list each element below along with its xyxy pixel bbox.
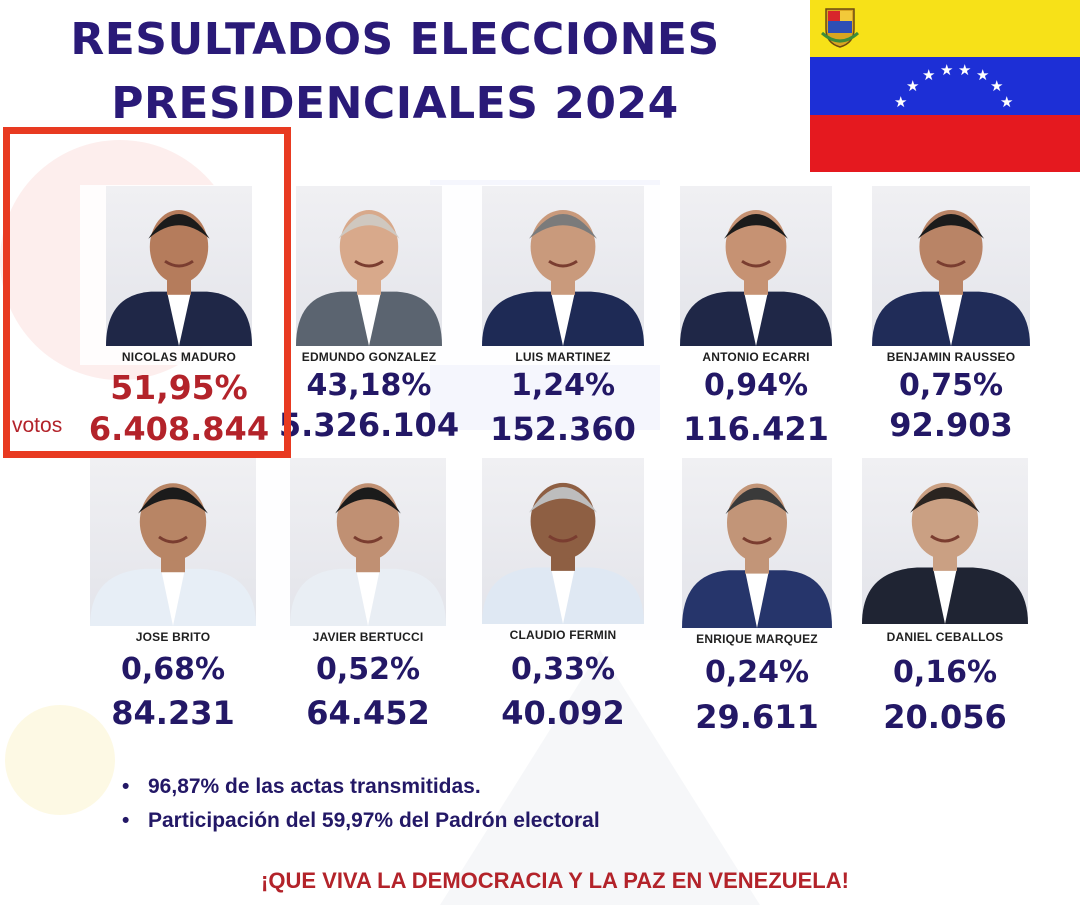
flag-star-icon: ★ [940, 61, 954, 79]
candidate-photo [482, 458, 644, 624]
candidate-votes: 64.452 [306, 694, 430, 732]
portrait-icon [90, 483, 256, 626]
candidate-name: NICOLAS MADURO [121, 350, 237, 364]
notes-list: • 96,87% de las actas transmitidas. • Part… [122, 770, 600, 838]
candidate-votes: 6.408.844 [88, 410, 270, 448]
flag-star-icon: ★ [922, 66, 936, 84]
candidate-percent: 0,52% [315, 652, 421, 687]
portrait-icon [106, 210, 252, 346]
flag-star-icon: ★ [958, 61, 972, 79]
candidate-photo [872, 186, 1030, 346]
candidate-name: CLAUDIO FERMIN [509, 628, 617, 642]
slogan: ¡QUE VIVA LA DEMOCRACIA Y LA PAZ EN VENE… [261, 868, 849, 893]
candidate-photo [482, 186, 644, 346]
portrait-icon [862, 482, 1028, 624]
candidate-photo [682, 458, 832, 628]
candidate-percent: 51,95% [110, 368, 248, 407]
candidate-votes: 40.092 [501, 694, 625, 732]
candidate-votes: 92.903 [889, 406, 1013, 444]
flag-star-icon: ★ [990, 77, 1004, 95]
bullet-icon: • [122, 809, 130, 832]
candidate-photo [106, 186, 252, 346]
candidate-name: DANIEL CEBALLOS [886, 630, 1004, 644]
flag-star-icon: ★ [1000, 93, 1014, 111]
flag-star-icon: ★ [894, 93, 908, 111]
bullet-icon: • [122, 775, 130, 798]
candidate-name: EDMUNDO GONZALEZ [301, 350, 437, 364]
flag-star-icon: ★ [906, 77, 920, 95]
page-title: RESULTADOS ELECCIONES PRESIDENCIALES 202… [30, 8, 760, 136]
portrait-icon [482, 210, 644, 346]
candidate-photo [290, 458, 446, 626]
note-item: • 96,87% de las actas transmitidas. [122, 770, 600, 804]
candidate-photo [862, 458, 1028, 624]
portrait-icon [682, 483, 832, 628]
portrait-icon [290, 483, 446, 626]
candidate-percent: 0,16% [892, 655, 998, 690]
candidate-percent: 0,33% [510, 652, 616, 687]
candidate-percent: 0,94% [703, 368, 809, 403]
note-item: • Participación del 59,97% del Padrón ele… [122, 804, 600, 838]
candidate-votes: 116.421 [683, 410, 829, 448]
candidate-photo [680, 186, 832, 346]
candidate-votes: 20.056 [883, 698, 1007, 736]
candidate-name: JOSE BRITO [135, 630, 211, 644]
candidate-votes: 84.231 [111, 694, 235, 732]
candidate-name: LUIS MARTINEZ [515, 350, 611, 364]
coat-of-arms-icon [821, 8, 859, 48]
candidate-votes: 29.611 [695, 698, 819, 736]
candidate-name: ANTONIO ECARRI [702, 350, 810, 364]
note-text: Participación del 59,97% del Padrón elec… [148, 809, 600, 832]
portrait-icon [482, 482, 644, 624]
candidate-name: ENRIQUE MARQUEZ [696, 632, 818, 646]
candidate-votes: 152.360 [490, 410, 636, 448]
candidate-percent: 0,24% [704, 655, 810, 690]
portrait-icon [296, 210, 442, 346]
candidate-votes: 5.326.104 [278, 406, 460, 444]
candidate-percent: 0,75% [898, 368, 1004, 403]
venezuela-flag: ★ ★ ★ ★ ★ ★ ★ ★ [810, 0, 1080, 172]
candidate-percent: 43,18% [306, 368, 432, 403]
candidate-name: JAVIER BERTUCCI [312, 630, 424, 644]
candidate-percent: 0,68% [120, 652, 226, 687]
winner-highlight-box [3, 127, 291, 458]
flag-stripe-red [810, 115, 1080, 172]
title-line-2: PRESIDENCIALES 2024 [111, 78, 679, 129]
candidate-name: BENJAMIN RAUSSEO [886, 350, 1016, 364]
flag-star-icon: ★ [976, 66, 990, 84]
candidate-percent: 1,24% [510, 368, 616, 403]
votes-label: votos [12, 414, 63, 437]
flag-stripe-yellow [810, 0, 1080, 57]
title-line-1: RESULTADOS ELECCIONES [70, 14, 720, 65]
portrait-icon [872, 210, 1030, 346]
flag-stripe-blue [810, 57, 1080, 115]
portrait-icon [680, 210, 832, 346]
candidate-photo [296, 186, 442, 346]
note-text: 96,87% de las actas transmitidas. [148, 775, 481, 798]
candidate-photo [90, 458, 256, 626]
